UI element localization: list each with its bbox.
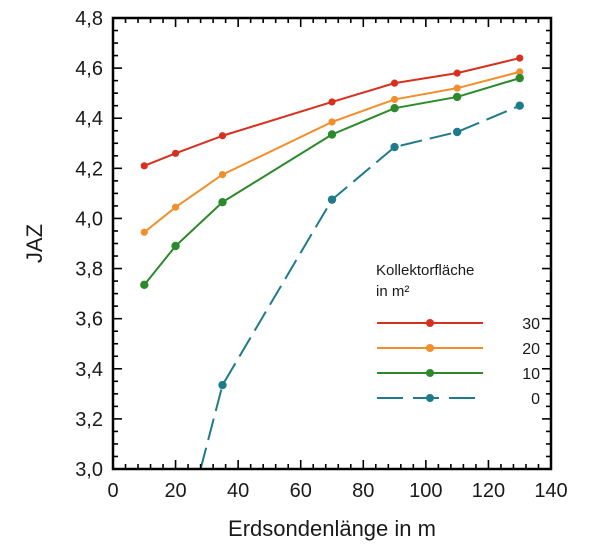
legend-item-10: 10: [377, 366, 540, 383]
data-point-30: [328, 98, 336, 106]
data-point-30: [390, 79, 399, 87]
y-tick-label: 4,8: [75, 8, 103, 30]
y-tick-label: 3,8: [75, 259, 103, 281]
y-tick-label: 4,6: [75, 58, 103, 80]
data-point-10: [171, 241, 180, 251]
legend-title-line-2: in m²: [376, 283, 409, 300]
data-point-0: [390, 142, 399, 152]
legend-marker-30: [426, 319, 434, 327]
y-tick-label: 4,2: [75, 158, 103, 180]
data-point-20: [453, 84, 461, 92]
data-point-20: [390, 95, 399, 104]
x-tick-label: 40: [227, 480, 249, 502]
data-point-10: [140, 280, 149, 290]
legend-label-20: 20: [522, 341, 540, 358]
data-point-30: [453, 69, 461, 77]
legend-item-20: 20: [377, 341, 540, 358]
series-layer: [140, 54, 524, 469]
legend-label-0: 0: [531, 391, 540, 408]
legend-label-10: 10: [522, 366, 540, 383]
data-point-20: [328, 118, 336, 126]
legend-marker-20: [426, 344, 434, 352]
x-tick-label: 60: [290, 480, 312, 502]
y-tick-label: 3,4: [75, 359, 103, 381]
series-30: [140, 54, 524, 170]
data-point-10: [515, 73, 524, 83]
data-point-30: [516, 54, 524, 62]
legend-marker-0: [426, 394, 434, 402]
y-tick-label: 3,2: [75, 409, 103, 431]
x-axis-title: Erdsondenlänge in m: [228, 516, 436, 541]
legend-item-30: 30: [377, 316, 540, 333]
x-tick-label: 80: [352, 480, 374, 502]
legend-marker-10: [426, 369, 434, 377]
data-point-20: [218, 170, 227, 179]
ticks-layer: [112, 17, 552, 470]
legend-label-30: 30: [522, 316, 540, 333]
y-tick-label: 4,4: [75, 108, 103, 130]
y-tick-label: 3,6: [75, 309, 103, 331]
data-point-0: [327, 195, 337, 204]
series-line-0: [199, 104, 521, 469]
data-point-10: [218, 197, 227, 207]
data-point-20: [140, 228, 148, 236]
x-tick-label: 100: [409, 480, 442, 502]
data-point-20: [516, 68, 524, 76]
data-point-10: [390, 104, 399, 113]
legend-item-0: 0: [377, 391, 540, 408]
x-tick-label: 140: [534, 480, 567, 502]
series-line-30: [143, 57, 520, 167]
series-line-10: [143, 77, 521, 286]
x-tick-label: 0: [107, 480, 118, 502]
data-point-30: [171, 149, 180, 157]
data-point-0: [218, 380, 227, 390]
tick-labels-layer: 0 20 40 60 80 100 120 1403,03,23,43,63,84,04,24…: [75, 8, 568, 502]
data-point-10: [452, 92, 462, 102]
data-point-30: [218, 132, 227, 140]
series-20: [140, 68, 524, 236]
data-point-30: [140, 162, 148, 170]
x-tick-label: 20: [164, 480, 186, 502]
legend-items: 30 20 10 0: [377, 316, 540, 408]
y-tick-label: 3,0: [75, 459, 103, 481]
data-point-0: [452, 127, 462, 137]
series-10: [140, 73, 524, 290]
legend-title-line-1: Kollektorfläche: [376, 262, 474, 279]
y-tick-label: 4,0: [75, 208, 103, 230]
data-point-20: [171, 203, 180, 211]
data-point-10: [327, 130, 337, 139]
y-axis-title: JAZ: [22, 224, 47, 263]
series-0: [199, 101, 524, 469]
data-point-0: [515, 101, 524, 110]
legend: Kollektorfläche in m² 30 20 10 0: [376, 262, 540, 408]
x-tick-label: 120: [472, 480, 505, 502]
